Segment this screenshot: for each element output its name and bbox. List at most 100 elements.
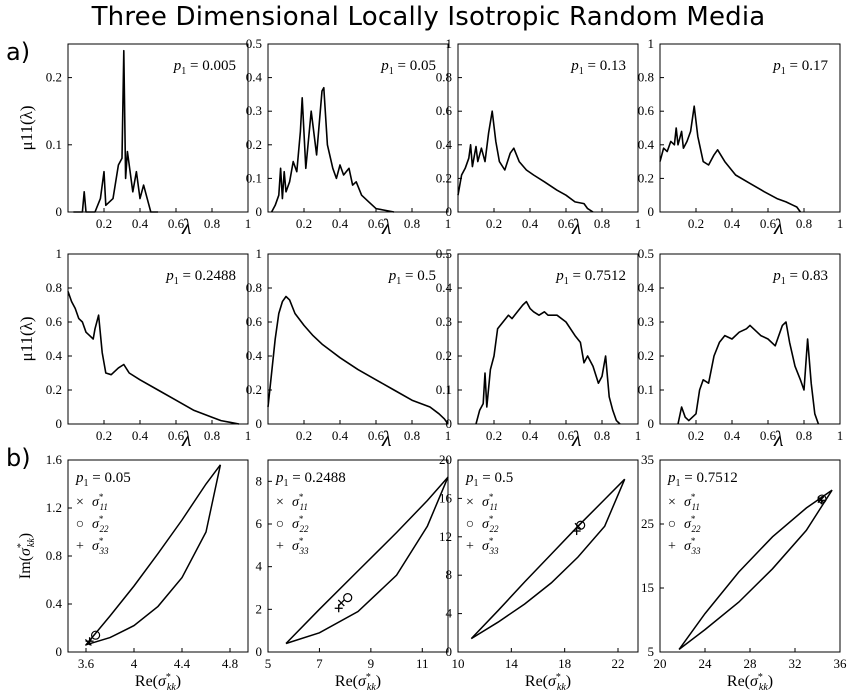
data-point [90, 630, 101, 640]
panel-annotation: p1 = 0.5 [388, 268, 436, 287]
data-point [84, 638, 92, 646]
y-axis-label: Im(σ*kk) [16, 533, 37, 579]
y-tick-label: 0 [648, 416, 655, 431]
y-tick-label: 0.8 [46, 548, 62, 563]
chart-panel-8: 3.6 4 4.4 4.8 0 0.4 0.8 1.2 1.6 p1 = 0.05 × σ* 11 ○ σ*… [16, 452, 249, 693]
legend-marker: ○ [76, 517, 84, 532]
y-tick-label: 4 [446, 606, 453, 621]
x-axis-label: Re(σ* kk) [525, 672, 571, 693]
plot-frame [659, 43, 841, 213]
data-point [343, 592, 353, 603]
x-axis-label: λ [181, 214, 192, 239]
x-tick-label: 0.4 [332, 216, 349, 231]
legend-marker: + [466, 539, 474, 554]
x-tick-label: 1 [635, 428, 642, 443]
legend-label: σ* 22 [92, 514, 109, 534]
plot-frame [267, 43, 449, 213]
y-tick-label: 0.4 [638, 280, 655, 295]
x-tick-label: 1 [837, 428, 844, 443]
plot-frame [67, 253, 249, 425]
figure-title: Three Dimensional Locally Isotropic Rand… [91, 2, 766, 32]
chart-panel-11: 20 24 28 32 36 5 15 25 35 p1 = 0.7512 × σ* 11 ○ σ* 22 + σ… [641, 452, 847, 693]
legend-label: σ* 33 [292, 536, 309, 556]
x-axis-label: λ [381, 214, 392, 239]
y-tick-label: 0.3 [436, 314, 452, 329]
x-axis-label: λ [773, 214, 784, 239]
chart-panel-10: 10 14 18 22 0 4 8 12 16 20 p1 = 0.5 × σ* 11 ○ σ* 22 + σ* 33… [439, 452, 639, 693]
x-tick-label: 4 [131, 656, 138, 671]
legend-label: σ* 33 [482, 536, 499, 556]
y-tick-label: 0 [446, 644, 453, 659]
y-tick-label: 0.8 [436, 70, 452, 85]
y-tick-label: 0.4 [246, 348, 263, 363]
y-tick-label: 1 [56, 246, 63, 261]
chart-panel-0: 0.2 0.4 0.6 0.8 1 0 0.1 0.2 p1 = 0.005 λ μ11(λ) [17, 43, 251, 239]
data-point [817, 496, 826, 505]
x-tick-label: 18 [558, 656, 571, 671]
y-tick-label: 4 [256, 559, 263, 574]
legend-marker: × [276, 495, 284, 510]
x-tick-label: 1 [445, 428, 452, 443]
x-tick-label: 1 [445, 216, 452, 231]
y-tick-label: 0.3 [246, 103, 262, 118]
legend-marker: ○ [668, 517, 676, 532]
series-line [270, 86, 395, 213]
y-tick-label: 0.2 [46, 70, 62, 85]
x-tick-label: 7 [316, 656, 323, 671]
y-tick-label: 0.5 [246, 36, 262, 51]
y-tick-label: 0 [256, 644, 263, 659]
y-axis-label: μ11(λ) [17, 105, 36, 150]
x-axis-label: λ [181, 426, 192, 451]
plot-frame [457, 43, 639, 213]
x-tick-label: 0.2 [96, 216, 112, 231]
y-tick-label: 0 [256, 204, 263, 219]
x-tick-label: 0.4 [332, 428, 349, 443]
y-tick-label: 0 [56, 644, 63, 659]
x-tick-label: 0.2 [486, 428, 502, 443]
x-axis-label: λ [571, 214, 582, 239]
y-tick-label: 2 [256, 601, 263, 616]
legend-marker: × [466, 495, 474, 510]
y-tick-label: 1 [256, 246, 263, 261]
y-tick-label: 0.6 [436, 103, 453, 118]
x-tick-label: 32 [789, 656, 802, 671]
panel-annotation: p1 = 0.05 [75, 470, 131, 489]
bound-lower [678, 489, 833, 650]
y-tick-label: 0.4 [436, 280, 453, 295]
x-tick-label: 0.2 [486, 216, 502, 231]
y-tick-label: 0.2 [246, 137, 262, 152]
panel-annotation: p1 = 0.005 [173, 58, 236, 77]
y-tick-label: 25 [641, 516, 654, 531]
x-tick-label: 0.2 [96, 428, 112, 443]
x-tick-label: 0.8 [204, 428, 220, 443]
series-line [67, 291, 240, 425]
x-tick-label: 0.8 [796, 216, 812, 231]
plot-frame [659, 459, 841, 653]
x-tick-label: 0.4 [522, 428, 539, 443]
legend-label: σ* 11 [292, 492, 308, 512]
x-tick-label: 0.6 [368, 216, 385, 231]
x-axis-label: Re(σ* kk) [727, 672, 773, 693]
x-tick-label: 22 [612, 656, 625, 671]
x-tick-label: 0.6 [168, 428, 185, 443]
plot-frame [267, 459, 449, 653]
x-axis-label: λ [773, 426, 784, 451]
x-tick-label: 5 [265, 656, 272, 671]
y-tick-label: 0.6 [638, 103, 655, 118]
x-tick-label: 0.6 [558, 216, 575, 231]
y-tick-label: 0 [446, 416, 453, 431]
bound-upper [678, 489, 833, 650]
x-axis-label: λ [381, 426, 392, 451]
x-tick-label: 24 [699, 656, 713, 671]
x-axis-label: Re(σ* kk) [335, 672, 381, 693]
y-tick-label: 0.2 [46, 382, 62, 397]
y-tick-label: 8 [446, 567, 453, 582]
x-tick-label: 1 [635, 216, 642, 231]
x-tick-label: 0.2 [688, 428, 704, 443]
y-tick-label: 0.4 [638, 137, 655, 152]
x-tick-label: 0.8 [404, 216, 420, 231]
y-tick-label: 12 [439, 529, 452, 544]
y-tick-label: 0.1 [246, 170, 262, 185]
